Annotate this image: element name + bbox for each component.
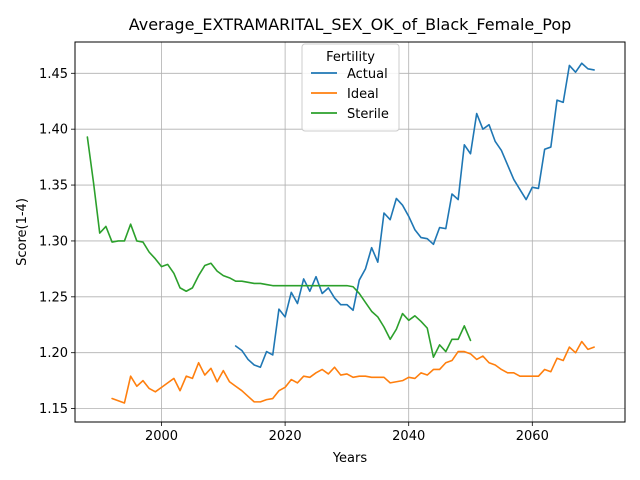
x-tick-label: 2020: [269, 429, 302, 444]
y-tick-label: 1.30: [39, 234, 68, 249]
y-tick-label: 1.20: [39, 346, 68, 361]
y-tick-label: 1.35: [39, 179, 68, 194]
legend-label-ideal: Ideal: [347, 87, 379, 102]
series-line-actual: [234, 62, 595, 369]
x-axis-label: Years: [332, 451, 368, 466]
y-axis-label: Score(1-4): [15, 198, 30, 266]
legend-items: Actual Ideal Sterile: [311, 67, 389, 122]
y-tick-label: 1.15: [39, 402, 68, 417]
y-axis-ticks: 1.15 1.20 1.25 1.30 1.35 1.40 1.45: [39, 67, 75, 417]
x-tick-label: 2060: [516, 429, 549, 444]
y-tick-label: 1.45: [39, 67, 68, 82]
x-tick-label: 2040: [392, 429, 425, 444]
legend: Fertility Actual Ideal Sterile: [301, 43, 400, 132]
series-layer: [86, 62, 595, 404]
y-tick-label: 1.25: [39, 290, 68, 305]
legend-label-sterile: Sterile: [347, 107, 389, 122]
y-tick-label: 1.40: [39, 123, 68, 138]
legend-box: [301, 43, 400, 132]
chart-title: Average_EXTRAMARITAL_SEX_OK_of_Black_Fem…: [129, 15, 572, 35]
legend-label-actual: Actual: [347, 67, 388, 82]
series-line-sterile: [86, 136, 472, 358]
plot-frame: [74, 41, 626, 423]
x-axis-ticks: 2000 2020 2040 2060: [145, 422, 549, 444]
series-line-ideal: [111, 340, 595, 404]
x-tick-label: 2000: [145, 429, 178, 444]
legend-title: Fertility: [326, 50, 375, 65]
